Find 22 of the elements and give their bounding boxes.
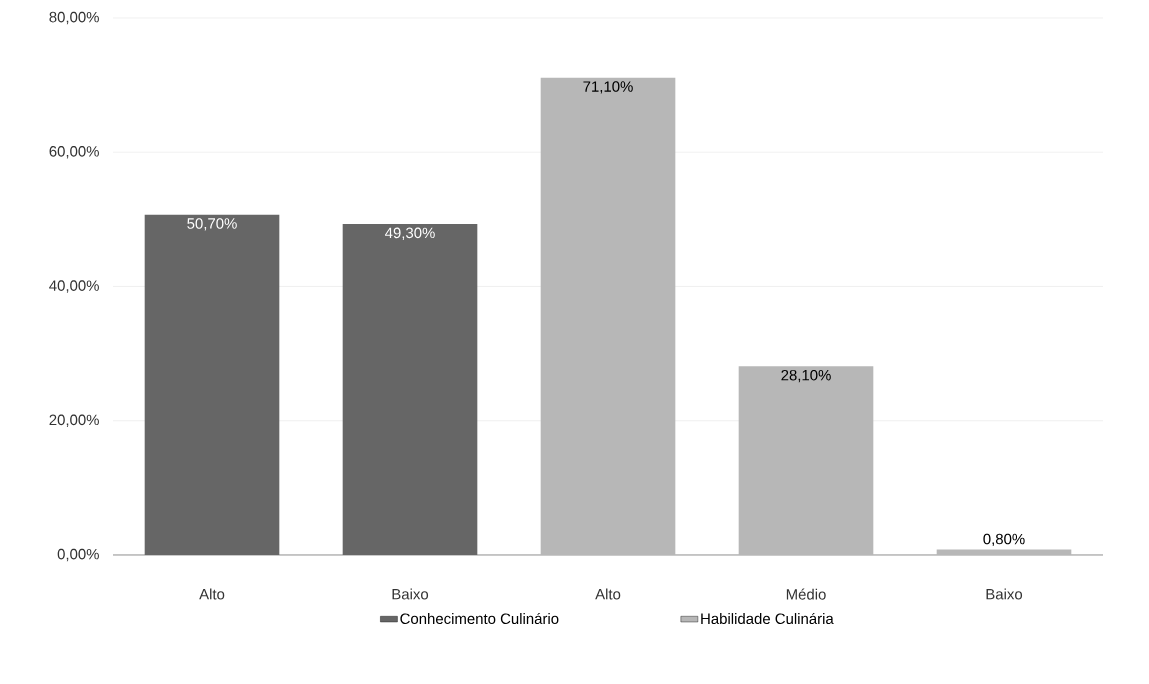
legend-label: Conhecimento Culinário xyxy=(400,612,559,625)
x-tick-label: Baixo xyxy=(392,588,429,600)
data-label: 49,30% xyxy=(385,227,435,240)
bar xyxy=(936,549,1072,555)
x-tick-label: Alto xyxy=(199,588,225,600)
x-tick-label: Médio xyxy=(786,588,826,600)
y-tick-label: 0,00% xyxy=(57,548,99,562)
data-label: 28,10% xyxy=(781,369,831,383)
x-tick-label: Baixo xyxy=(986,588,1023,600)
bar xyxy=(342,224,478,555)
y-tick-label: 80,00% xyxy=(49,11,99,25)
bar xyxy=(540,77,676,555)
y-tick-label: 20,00% xyxy=(49,414,99,427)
bar xyxy=(738,366,874,555)
x-tick-label: Alto xyxy=(595,588,621,600)
bar xyxy=(144,214,280,555)
data-label: 50,70% xyxy=(187,218,237,231)
y-tick-label: 60,00% xyxy=(49,146,99,159)
data-label: 0,80% xyxy=(983,533,1025,547)
legend-label: Habilidade Culinária xyxy=(701,612,834,625)
y-tick-label: 40,00% xyxy=(49,280,99,293)
data-label: 71,10% xyxy=(583,81,633,94)
